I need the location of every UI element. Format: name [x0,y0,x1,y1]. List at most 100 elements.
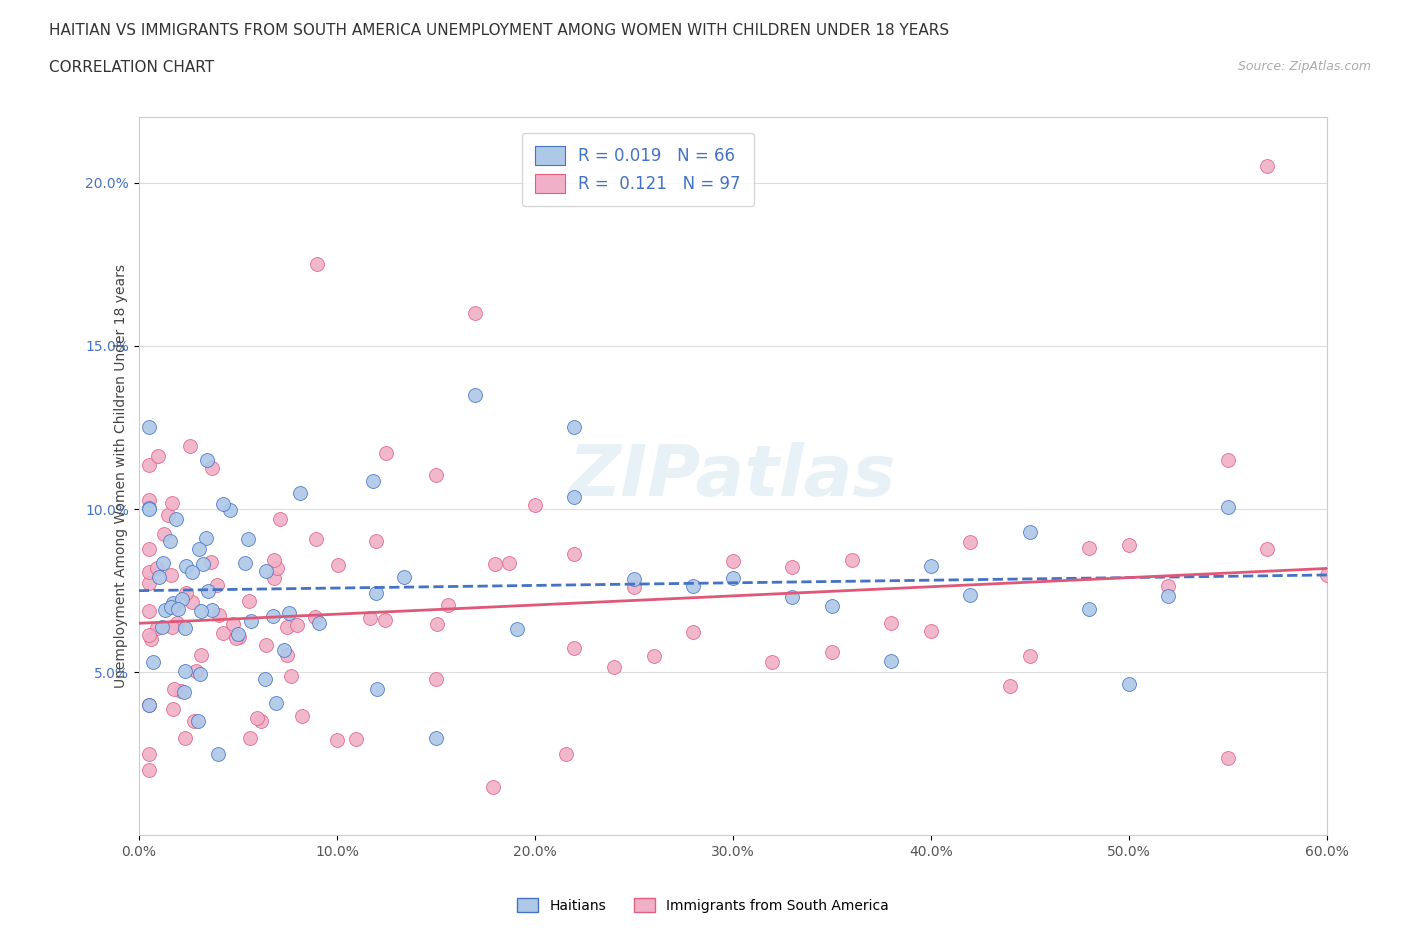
Point [187,714,209,729]
Point [425,671,447,686]
Point [162,701,184,716]
Point [959,535,981,550]
Point [187,542,209,557]
Point [437,597,460,612]
Point [623,572,645,587]
Point [138,420,160,435]
Point [184,663,207,678]
Point [138,747,160,762]
Point [498,556,520,571]
Point [1078,602,1101,617]
Point [920,559,942,574]
Point [163,681,186,696]
Point [266,561,288,576]
Point [564,640,586,655]
Point [308,616,330,631]
Point [179,439,201,454]
Point [426,617,449,631]
Point [240,614,263,629]
Point [880,616,903,631]
Point [276,648,298,663]
Point [194,531,217,546]
Point [153,526,176,541]
Point [1118,538,1140,552]
Point [160,619,183,634]
Text: HAITIAN VS IMMIGRANTS FROM SOUTH AMERICA UNEMPLOYMENT AMONG WOMEN WITH CHILDREN : HAITIAN VS IMMIGRANTS FROM SOUTH AMERICA… [49,23,949,38]
Point [374,445,396,460]
Point [821,598,844,613]
Point [197,583,219,598]
Point [183,714,205,729]
Point [307,257,329,272]
Point [145,620,167,635]
Point [1256,541,1278,556]
Point [170,592,193,607]
Point [523,498,546,512]
Point [821,644,844,659]
Point [1018,525,1040,539]
Point [226,627,249,642]
Point [238,593,260,608]
Point [880,654,903,669]
Point [205,578,228,592]
Point [218,502,240,517]
Point [291,709,314,724]
Point [285,618,308,632]
Text: Source: ZipAtlas.com: Source: ZipAtlas.com [1237,60,1371,73]
Point [505,622,527,637]
Point [326,558,349,573]
Point [138,576,160,591]
Point [207,747,229,762]
Point [682,578,704,593]
Point [197,453,219,468]
Point [228,630,250,644]
Point [1216,500,1239,515]
Point [464,306,486,321]
Point [288,485,311,500]
Point [138,698,160,712]
Point [1216,453,1239,468]
Point [1316,568,1339,583]
Point [208,608,231,623]
Point [484,557,506,572]
Point [138,542,160,557]
Point [266,696,288,711]
Point [162,599,184,614]
Legend: Haitians, Immigrants from South America: Haitians, Immigrants from South America [512,893,894,919]
Point [425,730,447,745]
Point [959,588,981,603]
Point [201,460,224,475]
Point [148,570,170,585]
Point [623,579,645,594]
Point [200,555,222,570]
Point [280,668,302,683]
Point [269,512,291,526]
Point [153,602,176,617]
Point [1018,648,1040,663]
Point [160,599,183,614]
Point [225,631,247,645]
Point [212,626,235,641]
Point [167,602,190,617]
Point [162,496,184,511]
Point [425,468,447,483]
Point [359,610,381,625]
Point [138,628,160,643]
Point [564,547,586,562]
Point [277,606,299,621]
Point [1078,540,1101,555]
Point [366,681,388,696]
Point [682,624,704,639]
Point [174,664,197,679]
Point [1216,751,1239,765]
Point [173,684,195,699]
Y-axis label: Unemployment Among Women with Children Under 18 years: Unemployment Among Women with Children U… [114,264,128,688]
Point [555,747,578,762]
Point [222,617,245,631]
Point [148,448,170,463]
Point [150,619,173,634]
Point [190,647,212,662]
Point [643,648,665,663]
Point [262,609,284,624]
Point [721,553,744,568]
